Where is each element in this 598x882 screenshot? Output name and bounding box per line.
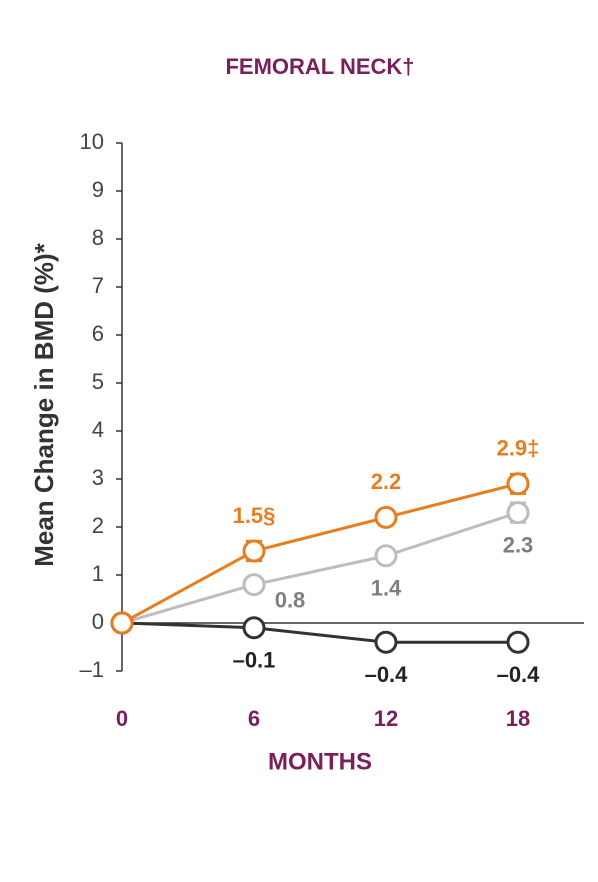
series-line — [121, 482, 519, 625]
point — [242, 573, 266, 597]
data-label: 2.9‡ — [497, 436, 540, 461]
y-tick-label: 9 — [92, 177, 104, 202]
point — [374, 505, 398, 529]
point — [506, 501, 530, 525]
y-tick-label: 7 — [92, 273, 104, 298]
point — [374, 544, 398, 568]
x-axis-label: MONTHS — [268, 748, 372, 775]
y-tick-label: 6 — [92, 321, 104, 346]
y-tick-label: 0 — [92, 609, 104, 634]
point — [506, 630, 530, 654]
point — [374, 630, 398, 654]
y-tick-label: 8 — [92, 225, 104, 250]
x-tick-label: 18 — [506, 706, 530, 731]
series-line — [121, 621, 518, 644]
x-tick-label: 12 — [374, 706, 398, 731]
y-tick-label: 4 — [92, 417, 104, 442]
point — [110, 611, 134, 635]
data-label: –0.4 — [497, 662, 541, 687]
y-tick-label: –1 — [80, 657, 104, 682]
y-tick-label: 5 — [92, 369, 104, 394]
point — [242, 539, 266, 563]
series-line — [121, 511, 519, 625]
data-label: 1.4 — [371, 576, 402, 601]
data-label: 0.8 — [275, 587, 306, 612]
y-axis-label: Mean Change in BMD (%)* — [29, 242, 59, 566]
chart-title: FEMORAL NECK† — [225, 54, 414, 79]
y-tick-label: 10 — [80, 129, 104, 154]
data-label: 2.2 — [371, 469, 402, 494]
data-label: 1.5§ — [233, 503, 276, 528]
data-label: 2.3 — [503, 532, 534, 557]
y-tick-label: 1 — [92, 561, 104, 586]
x-tick-label: 6 — [248, 706, 260, 731]
x-tick-label: 0 — [116, 706, 128, 731]
point — [242, 616, 266, 640]
y-tick-label: 2 — [92, 513, 104, 538]
data-label: –0.4 — [365, 662, 409, 687]
data-label: –0.1 — [233, 648, 276, 673]
point — [506, 472, 530, 496]
y-tick-label: 3 — [92, 465, 104, 490]
